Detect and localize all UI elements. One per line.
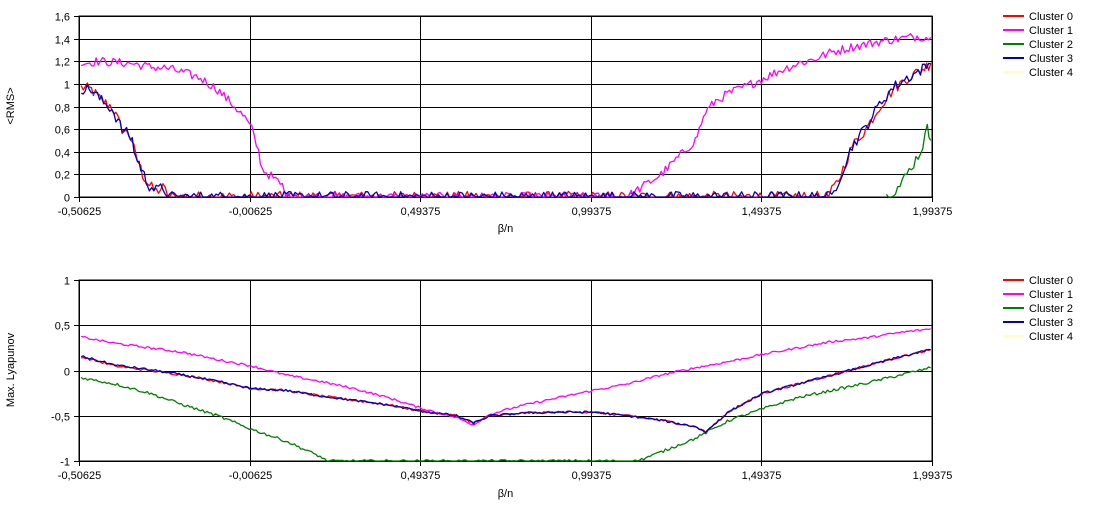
series-line-cluster-1 (80, 328, 931, 426)
y-tick-label: 1,6 (55, 12, 70, 24)
x-tick-label: -0,50625 (58, 206, 101, 218)
y-axis-label: <RMS> (5, 87, 17, 124)
legend-entry: Cluster 4 (1029, 331, 1073, 343)
x-tick-label: -0,50625 (58, 470, 101, 482)
plot-area (78, 15, 933, 198)
y-tick-label: 0,6 (55, 125, 70, 137)
legend-entry: Cluster 0 (1029, 275, 1073, 287)
y-tick-label: 0 (64, 367, 70, 379)
legend-entry: Cluster 0 (1029, 11, 1073, 23)
legend-entry: Cluster 4 (1029, 67, 1073, 79)
y-tick-label: 0 (64, 193, 70, 205)
x-tick-label: 1,49375 (742, 470, 782, 482)
y-tick-label: -1 (60, 457, 70, 469)
x-tick-label: -0,00625 (229, 470, 272, 482)
y-tick-label: 0,2 (55, 170, 70, 182)
x-tick-label: 0,49375 (401, 470, 441, 482)
x-tick-label: -0,00625 (229, 206, 272, 218)
legend-entry: Cluster 2 (1029, 303, 1073, 315)
legend: Cluster 0 Cluster 1 Cluster 2 Cluster 3 Clus… (1003, 275, 1073, 343)
x-tick-label: 0,99375 (572, 206, 612, 218)
series-group (80, 33, 932, 198)
series-line-cluster-3 (80, 62, 931, 198)
y-tick-label: 0,8 (55, 103, 70, 115)
y-tick-label: -0,5 (51, 412, 70, 424)
series-line-cluster-3 (80, 348, 931, 433)
y-tick-label: 0,5 (55, 321, 70, 333)
chart-2: -1 -0,5 0 0,5 1 -0,50625 -0,00625 0,49375 0,9937… (5, 275, 1073, 500)
y-axis-label: Max. Lyapunov (5, 332, 17, 407)
series-line-cluster-1 (80, 33, 932, 198)
y-tick-label: 1,2 (55, 57, 70, 69)
series-line-cluster-2 (80, 366, 931, 462)
x-tick-label: 1,49375 (742, 206, 782, 218)
legend-entry: Cluster 1 (1029, 289, 1073, 301)
y-tick-label: 1 (64, 80, 70, 92)
x-axis-label: β/n (498, 488, 514, 500)
legend: Cluster 0 Cluster 1 Cluster 2 Cluster 3 Clus… (1003, 11, 1073, 79)
series-line-cluster-2 (885, 123, 932, 198)
x-tick-label: 1,99375 (913, 470, 953, 482)
legend-entry: Cluster 2 (1029, 39, 1073, 51)
chart-1: 0 0,2 0,4 0,6 0,8 1 1,2 1,4 1,6 -0,50625 -0,00625 0… (5, 11, 1073, 235)
legend-entry: Cluster 3 (1029, 317, 1073, 329)
legend-entry: Cluster 1 (1029, 25, 1073, 37)
plot-area (78, 279, 933, 462)
x-tick-label: 0,49375 (401, 206, 441, 218)
y-tick-label: 1 (64, 276, 70, 288)
y-tick-label: 1,4 (55, 35, 70, 47)
legend-entry: Cluster 3 (1029, 53, 1073, 65)
series-group (80, 328, 931, 462)
x-tick-label: 1,99375 (913, 206, 953, 218)
x-tick-label: 0,99375 (572, 470, 612, 482)
x-axis-label: β/n (498, 223, 514, 235)
y-tick-label: 0,4 (55, 148, 70, 160)
